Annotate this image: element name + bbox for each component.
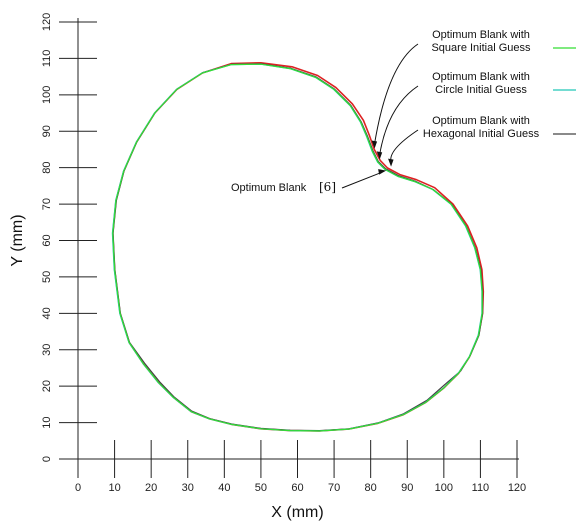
annotation-label: Optimum Blank bbox=[231, 182, 307, 194]
series-line-1 bbox=[111, 63, 483, 432]
x-tick-label: 120 bbox=[508, 482, 526, 494]
legend-label-0: Square Initial Guess bbox=[431, 42, 531, 54]
legend-leader-2 bbox=[390, 129, 419, 162]
annotations: Optimum Blank [6] bbox=[231, 169, 387, 194]
y-tick-label: 70 bbox=[41, 198, 53, 210]
legend-label-2: Hexagonal Initial Guess bbox=[423, 128, 540, 140]
legend-label-1: Circle Initial Guess bbox=[435, 84, 527, 96]
x-tick-label: 50 bbox=[255, 482, 267, 494]
x-axis-title: X (mm) bbox=[271, 504, 323, 521]
x-tick-label: 70 bbox=[328, 482, 340, 494]
y-tick-label: 110 bbox=[41, 50, 53, 68]
y-tick-label: 30 bbox=[41, 344, 53, 356]
x-tick-label: 0 bbox=[75, 482, 81, 494]
legend-label-1: Optimum Blank with bbox=[432, 71, 530, 83]
annotation-leader bbox=[341, 172, 382, 189]
legend-label-2: Optimum Blank with bbox=[432, 115, 530, 127]
y-tick-label: 0 bbox=[41, 456, 53, 462]
y-tick-label: 10 bbox=[41, 416, 53, 428]
x-tick-label: 20 bbox=[145, 482, 157, 494]
y-tick-label: 90 bbox=[41, 125, 53, 137]
x-tick-label: 10 bbox=[108, 482, 120, 494]
x-tick-label: 40 bbox=[218, 482, 230, 494]
y-tick-label: 100 bbox=[41, 86, 53, 104]
x-tick-label: 60 bbox=[291, 482, 303, 494]
legend-arrow-0 bbox=[371, 140, 378, 149]
x-tick-label: 80 bbox=[365, 482, 377, 494]
x-tick-label: 90 bbox=[401, 482, 413, 494]
tick-marks: 0 10 20 30 40 50 60 70 80 90 100 110 120 0 10 20 30 40 50 6… bbox=[41, 13, 526, 494]
y-tick-label: 50 bbox=[41, 271, 53, 283]
legend-label-0: Optimum Blank with bbox=[432, 29, 530, 41]
y-axis-title: Y (mm) bbox=[9, 214, 26, 266]
x-tick-label: 110 bbox=[472, 482, 490, 494]
y-tick-label: 40 bbox=[41, 307, 53, 319]
series-line-2 bbox=[112, 63, 484, 432]
y-tick-label: 80 bbox=[41, 162, 53, 174]
series-lines bbox=[111, 62, 485, 432]
legend-arrow-1 bbox=[376, 151, 383, 160]
legend-arrow-2 bbox=[388, 158, 394, 167]
x-tick-label: 100 bbox=[435, 482, 453, 494]
series-line-0 bbox=[112, 63, 483, 432]
y-tick-label: 120 bbox=[41, 13, 53, 31]
y-tick-label: 20 bbox=[41, 380, 53, 392]
annotation-arrow bbox=[378, 169, 387, 175]
x-tick-label: 30 bbox=[182, 482, 194, 494]
legend-leader-1 bbox=[379, 85, 419, 155]
annotation-ref: [6] bbox=[319, 180, 336, 194]
y-tick-label: 60 bbox=[41, 234, 53, 246]
series-line-3 bbox=[112, 62, 485, 432]
legend-leader-0 bbox=[374, 43, 419, 144]
